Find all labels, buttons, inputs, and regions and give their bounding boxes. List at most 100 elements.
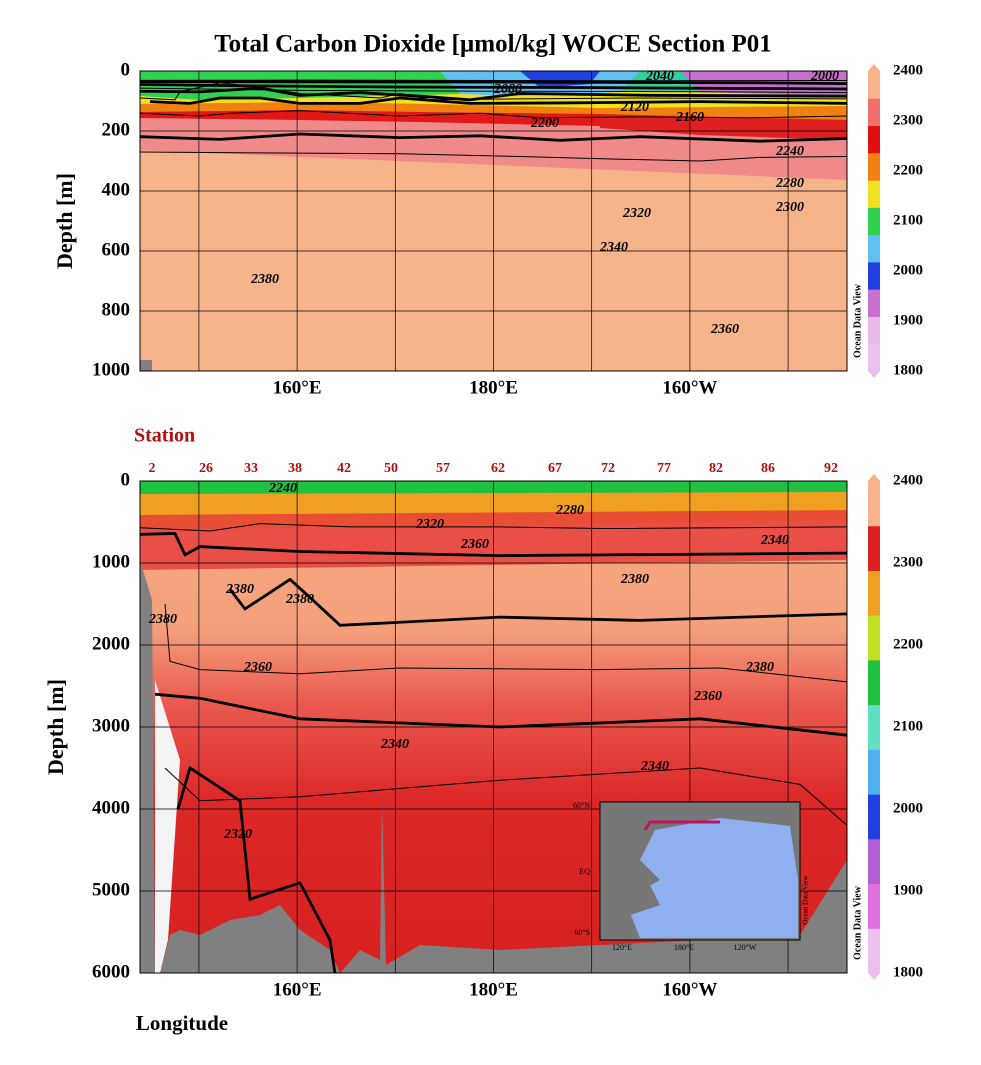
colorbar-cap xyxy=(868,474,880,481)
contour-label: 2280 xyxy=(775,176,804,191)
x-tick-label: 180°E xyxy=(469,979,518,1000)
x-tick-label: 160°E xyxy=(273,377,322,398)
colorbar-tick-label: 2300 xyxy=(893,554,923,570)
colorbar-segment xyxy=(868,659,880,706)
colorbar-tick-label: 2200 xyxy=(893,636,923,652)
station: 42 xyxy=(337,461,351,476)
y-tick-label: 200 xyxy=(102,119,131,140)
station: 26 xyxy=(199,461,213,476)
colorbar-segment xyxy=(868,928,880,974)
colorbar-segment xyxy=(868,749,880,795)
y-tick-label: 2000 xyxy=(92,633,130,654)
contour-label: 2300 xyxy=(775,200,804,215)
title: Total Carbon Dioxide [µmol/kg] WOCE Sect… xyxy=(214,31,772,58)
station: 2 xyxy=(149,461,156,476)
inset-label: 180°E xyxy=(674,943,694,952)
contour-label: 2320 xyxy=(223,827,252,842)
contour-line xyxy=(139,83,848,91)
colorbar-tick-label: 1800 xyxy=(893,964,923,980)
contour-line xyxy=(139,523,848,532)
contour-label: 2380 xyxy=(745,660,774,675)
contour-line xyxy=(149,96,848,105)
station: 33 xyxy=(244,461,258,476)
station: 86 xyxy=(761,461,775,476)
station: 50 xyxy=(384,461,398,476)
inset-label: 60°S xyxy=(574,928,590,937)
contour-label: 2380 xyxy=(250,272,279,287)
y-tick-label: 0 xyxy=(121,59,131,80)
contour-label: 2340 xyxy=(380,737,409,752)
contour-line xyxy=(139,132,848,143)
contour-line xyxy=(139,151,848,162)
station-label: Station xyxy=(134,425,195,447)
plot-frame xyxy=(139,480,848,974)
y-tick-label: 3000 xyxy=(92,715,130,736)
inset-track xyxy=(643,820,720,831)
station: 77 xyxy=(657,461,671,476)
contour-label: 2240 xyxy=(268,481,297,496)
y-tick-label: 5000 xyxy=(92,879,130,900)
colorbar-segment xyxy=(868,98,880,127)
y-tick-label: 600 xyxy=(102,239,131,260)
contour-line xyxy=(139,86,848,102)
colorbar-segment xyxy=(868,289,880,317)
contour-label: 2240 xyxy=(775,144,804,159)
contour-label: 2040 xyxy=(645,69,674,84)
y-tick-label: 6000 xyxy=(92,961,130,982)
contour-label: 2380 xyxy=(620,572,649,587)
x-tick-label: 160°E xyxy=(273,979,322,1000)
inset-ocean xyxy=(625,818,798,938)
contour-line xyxy=(139,80,848,85)
station: 72 xyxy=(601,461,615,476)
contour-line xyxy=(176,765,337,974)
contour-label: 2360 xyxy=(710,322,739,337)
colorbar-cap xyxy=(868,371,880,378)
field xyxy=(600,115,847,140)
field xyxy=(520,71,600,88)
colorbar-tick-label: 2300 xyxy=(893,112,923,128)
colorbar-segment xyxy=(868,883,880,929)
contour-label: 2340 xyxy=(760,533,789,548)
contour-line xyxy=(139,110,848,119)
colorbar-tick-label: 2400 xyxy=(893,62,923,78)
contour-label: 2360 xyxy=(693,689,722,704)
inset-land xyxy=(615,885,660,915)
colorbar-tick-label: 2000 xyxy=(893,800,923,816)
colorbar-tick-label: 2400 xyxy=(893,472,923,488)
colorbar-tick-label: 2200 xyxy=(893,162,923,178)
colorbar-label: Ocean Data View xyxy=(852,283,863,358)
white-strip xyxy=(155,680,180,973)
station: 92 xyxy=(824,461,838,476)
contour-line xyxy=(164,767,848,826)
colorbar-tick-label: 1800 xyxy=(893,362,923,378)
colorbar-segment xyxy=(868,71,880,99)
inset-label: EQ xyxy=(579,867,590,876)
colorbar-segment xyxy=(868,525,880,571)
contour-label: 2380 xyxy=(148,612,177,627)
colorbar-segment xyxy=(868,838,880,885)
contour-line xyxy=(139,82,848,101)
y-tick-label: 0 xyxy=(121,469,131,490)
x-axis-label: Longitude xyxy=(136,1011,228,1035)
inset-label: 120°W xyxy=(734,943,757,952)
contour-line xyxy=(139,79,848,82)
y-axis-label: Depth [m] xyxy=(43,679,68,775)
colorbar-cap xyxy=(868,64,880,71)
x-tick-label: 180°E xyxy=(469,377,518,398)
colorbar-segment xyxy=(868,261,880,290)
colorbar-segment xyxy=(868,704,880,750)
contour-label: 2360 xyxy=(243,660,272,675)
colorbar-segment xyxy=(868,180,880,208)
colorbar-tick-label: 2100 xyxy=(893,212,923,228)
colorbar-label: Ocean Data View xyxy=(852,885,863,960)
panel: 0 1000 2000 3000 4000 5000 6000 160°E 180°E 160°W… xyxy=(92,461,923,1000)
bathymetry xyxy=(140,360,152,371)
plot-frame xyxy=(139,70,848,372)
station: 38 xyxy=(288,461,302,476)
contour-label: 2200 xyxy=(530,116,559,131)
colorbar-cap xyxy=(868,973,880,980)
colorbar-segment xyxy=(868,125,880,154)
station: 67 xyxy=(548,461,562,476)
contour-label: 2320 xyxy=(415,517,444,532)
